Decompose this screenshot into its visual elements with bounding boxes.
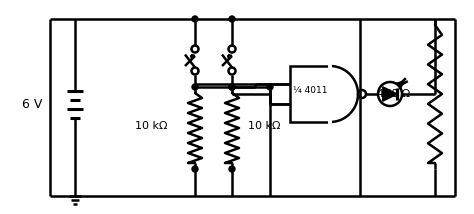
Circle shape	[267, 84, 273, 90]
Circle shape	[229, 84, 235, 90]
Text: 10 kΩ: 10 kΩ	[136, 121, 168, 131]
Circle shape	[192, 16, 198, 22]
Circle shape	[229, 166, 235, 172]
Bar	[290, 66, 330, 122]
Circle shape	[192, 84, 198, 90]
Polygon shape	[330, 66, 358, 122]
Text: 6 V: 6 V	[22, 98, 42, 110]
Polygon shape	[383, 87, 397, 101]
Circle shape	[229, 84, 235, 90]
Circle shape	[192, 166, 198, 172]
Circle shape	[229, 16, 235, 22]
Text: 470 Ω: 470 Ω	[377, 89, 410, 99]
Text: ¼ 4011: ¼ 4011	[293, 86, 327, 95]
Text: 10 kΩ: 10 kΩ	[248, 121, 281, 131]
